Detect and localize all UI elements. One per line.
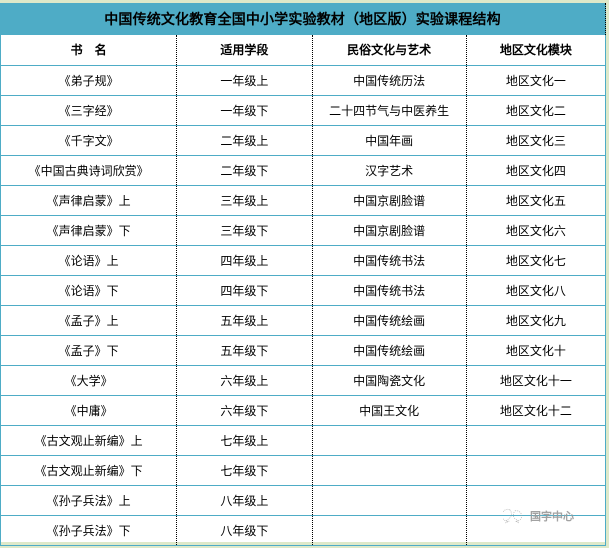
svg-text:国字中心: 国字中心 (530, 509, 574, 523)
